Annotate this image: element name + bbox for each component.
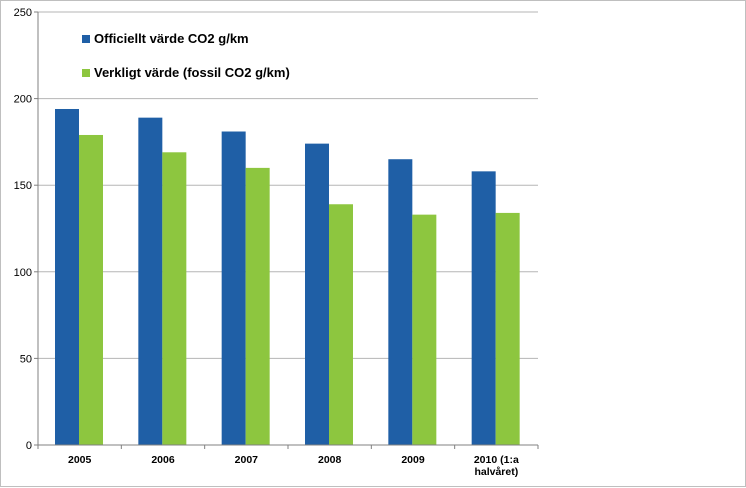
bar-actual-0 [79, 134, 103, 446]
bar-official-4 [388, 159, 413, 445]
x-tick-label: 2005 [68, 454, 92, 466]
y-axis-ticks: 0 50 100 150 200 250 [14, 7, 38, 452]
legend-label: Verkligt värde (fossil CO2 g/km) [94, 65, 290, 80]
x-tick-label: 2006 [151, 454, 175, 466]
bar-official-2 [221, 131, 246, 445]
gridlines [38, 11, 538, 359]
legend-swatch [82, 69, 90, 77]
y-tick-label: 200 [14, 94, 32, 106]
y-tick-label: 250 [14, 7, 32, 19]
y-tick-label: 50 [20, 353, 32, 365]
y-tick-label: 0 [26, 440, 32, 452]
x-tick-label: 2010 (1:a halvåret) [474, 454, 519, 478]
bar-official-5 [471, 171, 496, 445]
legend: Officiellt värde CO2 g/km Verkligt värde … [82, 31, 290, 80]
x-tick-label: 2007 [235, 454, 259, 466]
x-axis-labels: 2005 2006 2007 2008 2009 2010 (1:a halvåret) [68, 454, 519, 478]
bar-official-3 [305, 143, 329, 445]
legend-label: Officiellt värde CO2 g/km [94, 31, 249, 46]
x-tick-label: 2009 [401, 454, 425, 466]
y-tick-label: 100 [14, 267, 32, 279]
bar-actual-1 [162, 152, 187, 446]
bar-actual-3 [329, 204, 353, 445]
legend-swatch [82, 35, 90, 43]
bar-actual-2 [245, 167, 270, 445]
bar-actual-4 [412, 214, 437, 445]
bar-official-1 [138, 117, 163, 445]
x-tick-label: 2008 [318, 454, 342, 466]
bar-official-0 [55, 108, 79, 445]
axes [37, 12, 539, 449]
bars [55, 108, 520, 446]
bar-actual-5 [495, 212, 520, 445]
y-tick-label: 150 [14, 180, 32, 192]
